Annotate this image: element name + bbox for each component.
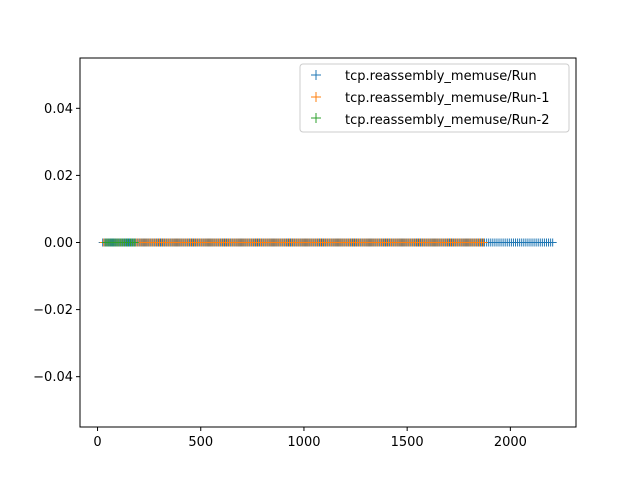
legend-label-run: tcp.reassembly_memuse/Run [345, 69, 537, 84]
y-axis: −0.04 −0.02 0.00 0.02 0.04 [33, 102, 80, 385]
data-point [548, 238, 557, 247]
legend-entry-run: tcp.reassembly_memuse/Run [311, 69, 537, 84]
legend-frame [299, 63, 570, 133]
x-tick-label: 500 [188, 435, 213, 450]
x-axis: 0 500 1000 1500 2000 [93, 427, 527, 450]
legend-marker-run [311, 70, 321, 80]
y-tick-label: −0.02 [33, 303, 73, 318]
legend-marker-run-1 [311, 92, 321, 102]
legend-entry-run-2: tcp.reassembly_memuse/Run-2 [311, 113, 550, 128]
x-tick-label: 1500 [391, 435, 424, 450]
x-tick-label: 1000 [287, 435, 320, 450]
y-tick-label: −0.04 [33, 370, 73, 385]
legend-label-run-2: tcp.reassembly_memuse/Run-2 [345, 113, 550, 128]
legend-marker-run-2 [311, 113, 321, 123]
data-point [479, 238, 488, 247]
data-marks [98, 238, 557, 247]
x-tick-label: 0 [93, 435, 101, 450]
y-tick-label: 0.04 [44, 102, 73, 117]
legend-entry-run-1: tcp.reassembly_memuse/Run-1 [311, 91, 550, 106]
x-tick-label: 2000 [494, 435, 527, 450]
legend-label-run-1: tcp.reassembly_memuse/Run-1 [345, 91, 550, 106]
data-point [130, 238, 139, 247]
legend: tcp.reassembly_memuse/Run tcp.reassembly… [299, 63, 570, 133]
y-tick-label: 0.00 [44, 236, 73, 251]
series-run-2 [101, 238, 139, 247]
y-tick-label: 0.02 [44, 169, 73, 184]
